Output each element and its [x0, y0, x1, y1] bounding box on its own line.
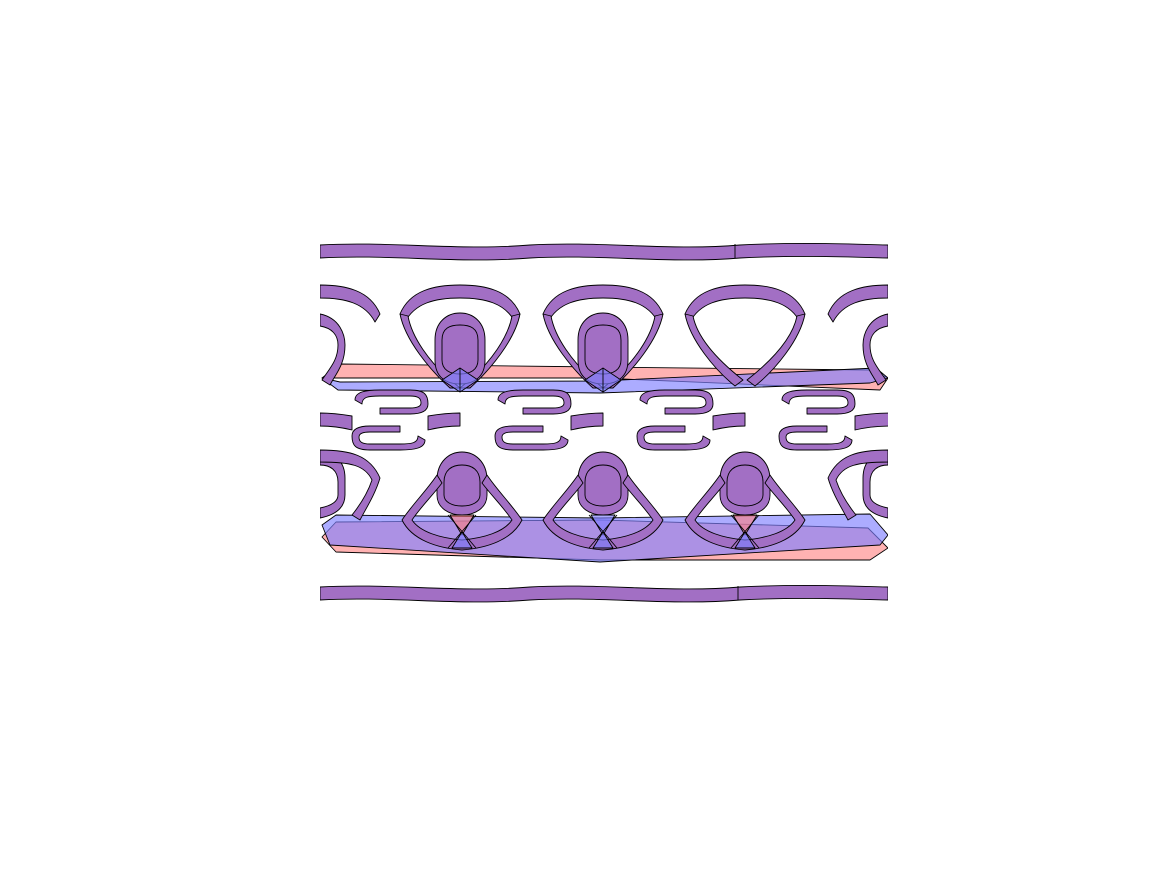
- middle-row: [320, 389, 888, 451]
- top-strip: [320, 242, 888, 261]
- upper-row: [320, 284, 888, 393]
- lower-row: [320, 449, 888, 551]
- bottom-strip: [320, 584, 888, 603]
